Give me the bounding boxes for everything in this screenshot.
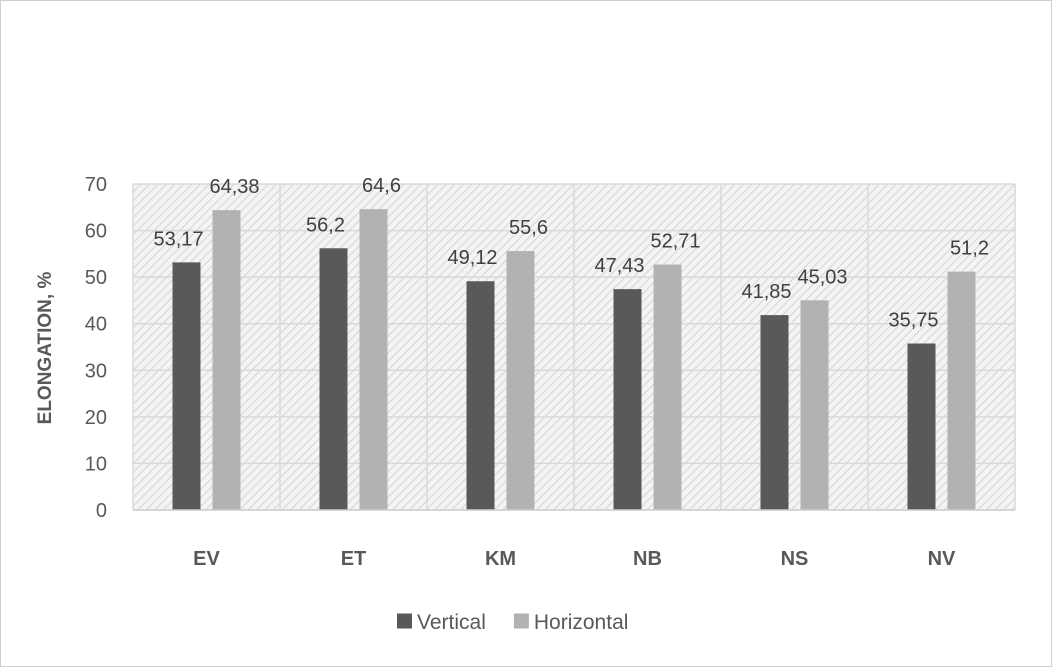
bar-horizontal-ev — [212, 210, 241, 510]
legend-swatch-vertical — [397, 613, 412, 629]
bar-vertical-nv — [907, 343, 936, 510]
y-tick-label: 10 — [85, 453, 107, 475]
data-label: 55,6 — [509, 217, 548, 239]
y-axis-title: ELONGATION, % — [35, 272, 56, 425]
bar-horizontal-et — [359, 209, 388, 511]
bar-vertical-ev — [172, 262, 201, 510]
x-tick-label: KM — [485, 548, 516, 570]
x-tick-label: NB — [633, 548, 662, 570]
bar-vertical-ns — [760, 315, 789, 510]
data-label: 41,85 — [741, 281, 791, 303]
data-label: 52,71 — [650, 231, 700, 253]
legend-label-horizontal: Horizontal — [534, 611, 629, 634]
data-label: 56,2 — [306, 214, 345, 236]
x-tick-label: ET — [341, 548, 367, 570]
y-tick-label: 50 — [85, 267, 107, 289]
data-label: 45,03 — [797, 266, 847, 288]
data-label: 64,38 — [209, 176, 259, 198]
bar-horizontal-nv — [947, 271, 976, 510]
x-tick-label: EV — [193, 548, 220, 570]
data-label: 53,17 — [153, 228, 203, 250]
bar-vertical-nb — [613, 289, 642, 510]
data-label: 49,12 — [447, 247, 497, 269]
data-label: 47,43 — [594, 255, 644, 277]
bar-vertical-et — [319, 248, 348, 511]
x-tick-label: NS — [781, 548, 809, 570]
data-label: 64,6 — [362, 175, 401, 197]
y-tick-label: 20 — [85, 407, 107, 429]
bar-horizontal-km — [506, 251, 535, 510]
bar-horizontal-ns — [800, 300, 829, 510]
legend-swatch-horizontal — [513, 613, 529, 629]
data-label: 35,75 — [888, 310, 938, 332]
y-tick-label: 0 — [96, 500, 107, 522]
x-tick-label: NV — [928, 548, 956, 570]
legend-label-vertical: Vertical — [417, 611, 486, 634]
bar-horizontal-nb — [653, 264, 682, 510]
y-tick-label: 40 — [85, 314, 107, 336]
y-tick-label: 70 — [85, 174, 107, 196]
y-tick-label: 60 — [85, 221, 107, 243]
bar-vertical-km — [466, 281, 495, 510]
y-tick-label: 30 — [85, 360, 107, 382]
data-label: 51,2 — [950, 238, 989, 260]
